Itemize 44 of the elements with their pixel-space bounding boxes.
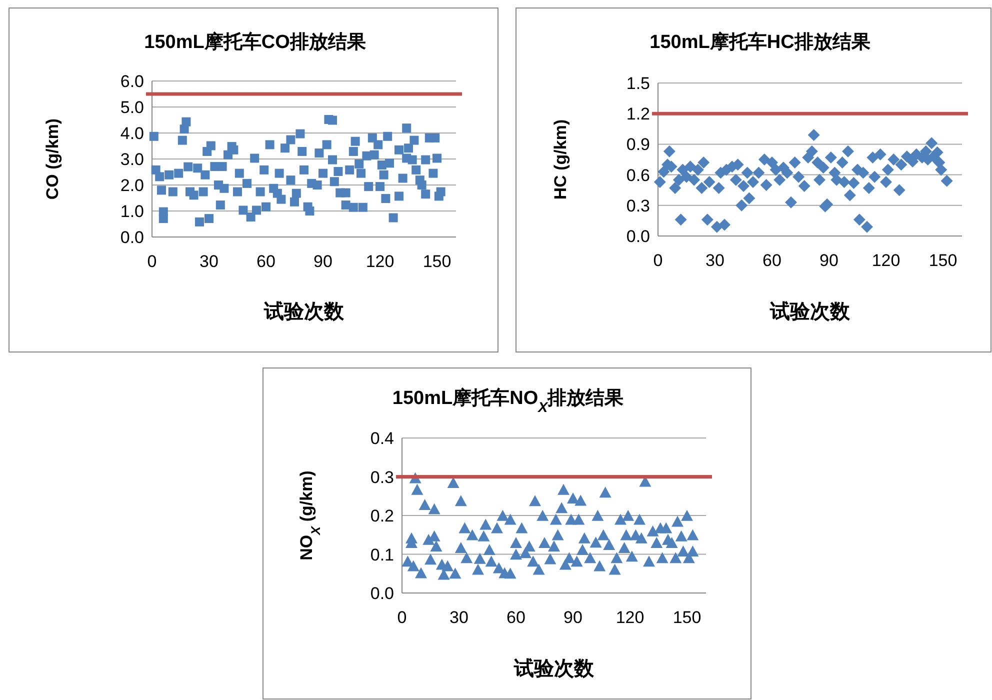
x-tick-label: 60 xyxy=(256,252,276,271)
y-tick-label: 0.0 xyxy=(370,584,394,603)
chart-title: 150mL摩托车CO排放结果 xyxy=(144,31,367,53)
y-axis-title: HC (g/km) xyxy=(551,119,570,200)
x-tick-label: 150 xyxy=(672,608,702,627)
x-tick-label: 150 xyxy=(422,252,452,271)
x-axis-title: 试验次数 xyxy=(769,301,851,323)
y-tick-label: 3.0 xyxy=(120,150,144,169)
x-tick-label: 150 xyxy=(928,251,958,270)
x-tick-label: 120 xyxy=(872,251,900,270)
x-axis-title: 试验次数 xyxy=(513,658,595,680)
y-tick-label: 0.3 xyxy=(370,468,394,487)
x-axis-title: 试验次数 xyxy=(263,301,345,323)
y-tick-label: 2.0 xyxy=(120,176,144,195)
y-tick-label: 1.0 xyxy=(120,202,144,221)
x-tick-label: 0 xyxy=(397,608,407,627)
y-tick-label: 1.5 xyxy=(626,74,650,93)
x-tick-label: 30 xyxy=(200,252,218,271)
y-tick-label: 0.4 xyxy=(370,429,394,448)
y-tick-label: 0.0 xyxy=(626,227,650,246)
y-tick-label: 6.0 xyxy=(120,72,144,91)
x-tick-label: 60 xyxy=(762,251,782,270)
y-tick-label: 4.0 xyxy=(120,124,144,143)
y-tick-label: 0.9 xyxy=(626,135,650,154)
y-tick-label: 0.3 xyxy=(626,196,650,216)
x-tick-label: 30 xyxy=(450,608,468,627)
y-axis-title: CO (g/km) xyxy=(43,118,62,200)
y-tick-label: 0.2 xyxy=(370,506,394,526)
y-tick-label: 5.0 xyxy=(120,98,144,117)
y-tick-label: 0.1 xyxy=(370,545,394,564)
y-tick-label: 0.6 xyxy=(626,166,650,185)
x-tick-label: 90 xyxy=(820,251,838,270)
x-tick-label: 60 xyxy=(506,608,526,627)
x-tick-label: 0 xyxy=(147,252,157,271)
chart-title: 150mL摩托车HC排放结果 xyxy=(650,31,872,53)
x-tick-label: 90 xyxy=(564,608,582,627)
x-tick-label: 120 xyxy=(366,252,394,271)
x-tick-label: 90 xyxy=(314,252,332,271)
y-tick-label: 0.0 xyxy=(120,228,144,247)
y-tick-label: 1.2 xyxy=(626,104,650,124)
x-tick-label: 120 xyxy=(616,608,644,627)
chart-title: 150mL摩托车NO$_{X}$排放结果 xyxy=(392,387,625,416)
x-tick-label: 30 xyxy=(706,251,724,270)
x-tick-label: 0 xyxy=(653,251,663,270)
